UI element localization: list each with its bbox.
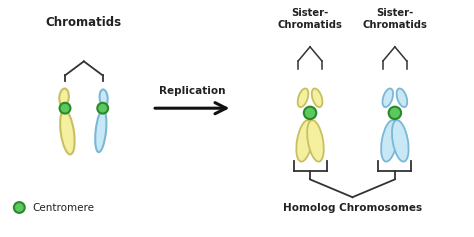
Circle shape	[389, 107, 401, 119]
Ellipse shape	[59, 89, 69, 106]
Circle shape	[60, 103, 71, 114]
Text: Sister-
Chromatids: Sister- Chromatids	[278, 8, 343, 30]
Ellipse shape	[100, 90, 108, 106]
Text: Centromere: Centromere	[33, 202, 94, 213]
Ellipse shape	[383, 88, 393, 107]
Ellipse shape	[392, 120, 409, 162]
Ellipse shape	[307, 120, 324, 162]
Text: Sister-
Chromatids: Sister- Chromatids	[363, 8, 427, 30]
Ellipse shape	[95, 110, 107, 152]
Ellipse shape	[397, 88, 407, 107]
Circle shape	[97, 103, 108, 114]
Ellipse shape	[312, 88, 322, 107]
Circle shape	[304, 107, 316, 119]
Ellipse shape	[381, 120, 398, 162]
Ellipse shape	[296, 120, 313, 162]
Text: Chromatids: Chromatids	[46, 16, 122, 29]
Text: Homolog Chromosomes: Homolog Chromosomes	[283, 202, 422, 213]
Ellipse shape	[298, 88, 308, 107]
Ellipse shape	[60, 110, 74, 154]
Text: Replication: Replication	[159, 86, 226, 96]
Circle shape	[14, 202, 25, 213]
